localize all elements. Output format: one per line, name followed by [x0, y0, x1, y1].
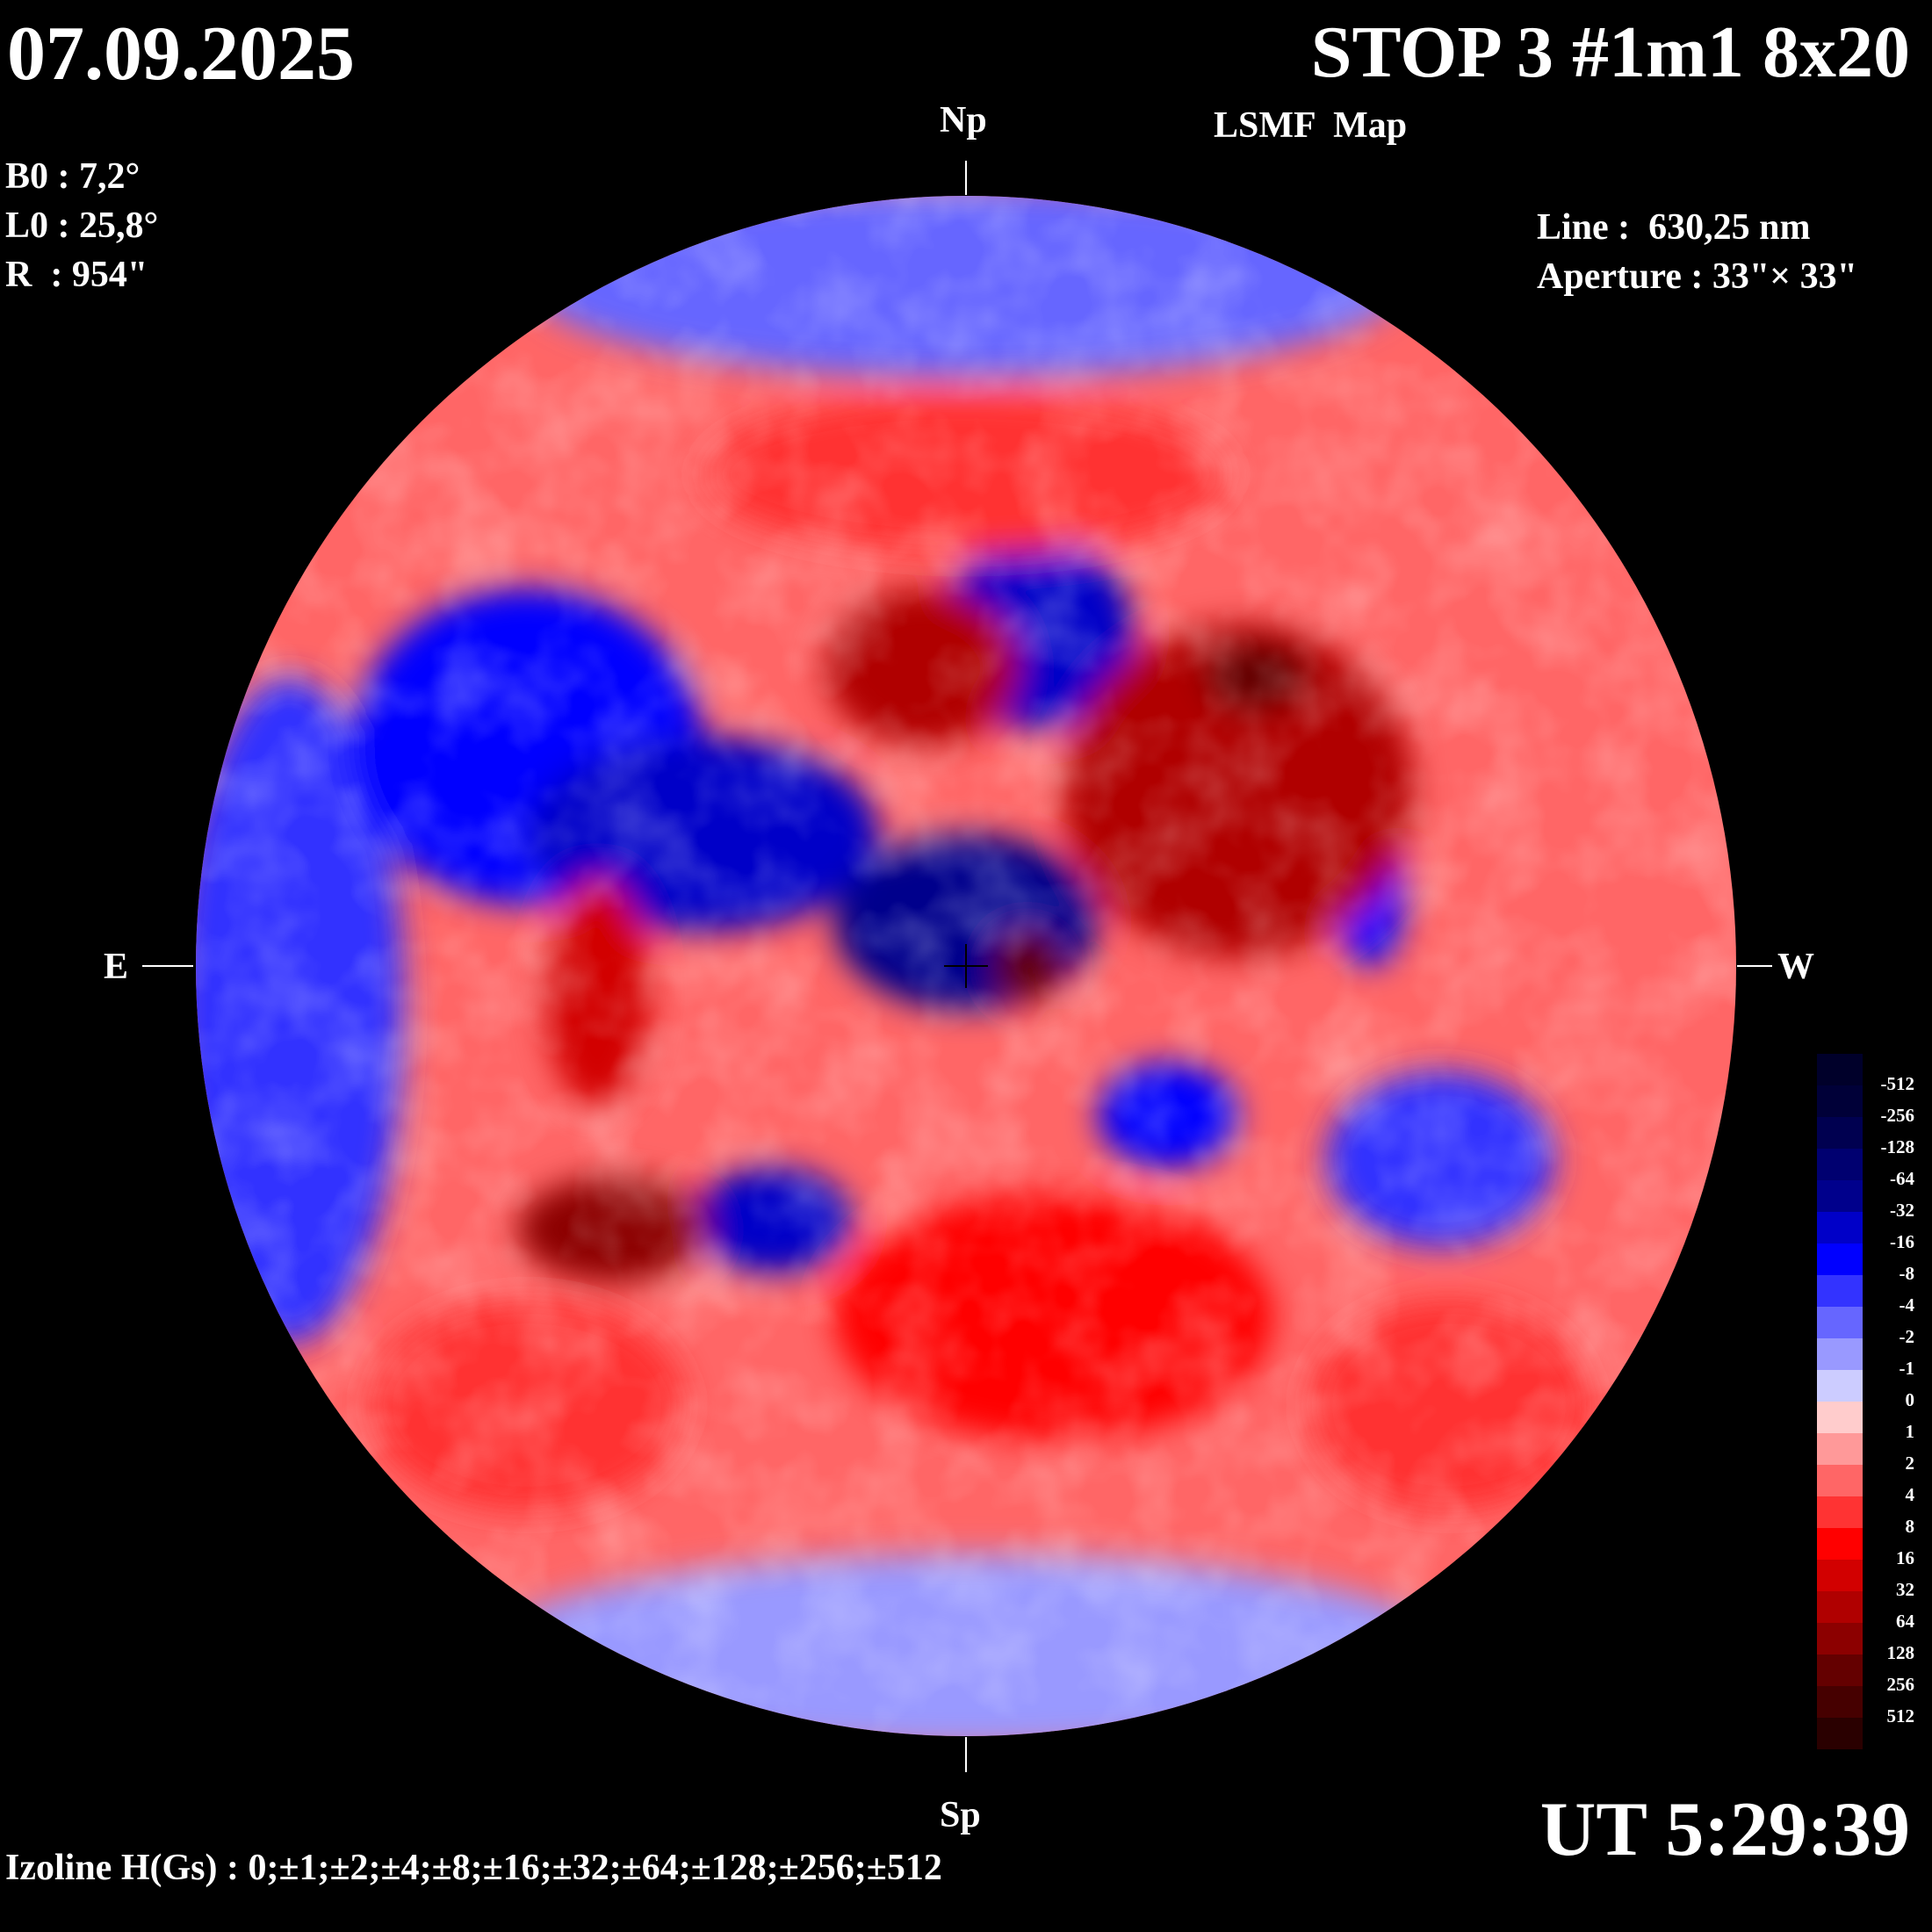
colorbar-label: 0 [1905, 1389, 1915, 1410]
param-l0: L0 : 25,8° [5, 205, 159, 246]
spectral-line: Line : 630,25 nm [1537, 207, 1811, 248]
colorbar-segment [1817, 1528, 1863, 1560]
colorbar-label: -4 [1899, 1294, 1915, 1316]
aperture: Aperture : 33"× 33" [1537, 256, 1857, 297]
izoline-levels: Izoline H(Gs) : 0;±1;±2;±4;±8;±16;±32;±6… [5, 1848, 942, 1888]
direction-east: E [104, 947, 129, 987]
colorbar-segment [1817, 1433, 1863, 1465]
colorbar-segment [1817, 1085, 1863, 1117]
colorbar-segment [1817, 1117, 1863, 1149]
direction-north: Np [940, 100, 987, 141]
colorbar-segment [1817, 1180, 1863, 1212]
colorbar-label: 256 [1886, 1674, 1915, 1695]
colorbar-segment [1817, 1623, 1863, 1654]
colorbar-segment [1817, 1718, 1863, 1749]
direction-west: W [1777, 947, 1814, 987]
disk-center-cross [944, 944, 988, 988]
colorbar-label: 4 [1905, 1484, 1915, 1505]
colorbar-label: 64 [1896, 1611, 1914, 1632]
colorbar [1817, 1054, 1863, 1749]
colorbar-label: -16 [1890, 1231, 1914, 1252]
colorbar-label: -256 [1880, 1105, 1915, 1126]
colorbar-label: 32 [1896, 1579, 1914, 1600]
colorbar-segment [1817, 1402, 1863, 1433]
colorbar-label: -512 [1880, 1073, 1915, 1094]
colorbar-segment [1817, 1275, 1863, 1307]
direction-south: Sp [940, 1795, 981, 1835]
map-subtitle: LSMF Map [1214, 105, 1408, 146]
colorbar-segment [1817, 1654, 1863, 1686]
colorbar-segment [1817, 1307, 1863, 1338]
colorbar-segment [1817, 1686, 1863, 1718]
colorbar-segment [1817, 1465, 1863, 1496]
colorbar-label: -8 [1899, 1263, 1915, 1284]
colorbar-segment [1817, 1591, 1863, 1623]
colorbar-label: 512 [1886, 1705, 1915, 1727]
colorbar-segment [1817, 1560, 1863, 1591]
colorbar-segment [1817, 1212, 1863, 1244]
colorbar-label: 8 [1905, 1516, 1915, 1537]
colorbar-label: 2 [1905, 1453, 1915, 1474]
colorbar-label: -2 [1899, 1326, 1915, 1347]
colorbar-segment [1817, 1149, 1863, 1180]
param-b0: B0 : 7,2° [5, 156, 141, 197]
param-r: R : 954" [5, 255, 148, 295]
colorbar-label: 128 [1886, 1642, 1915, 1663]
colorbar-label: 1 [1905, 1421, 1915, 1442]
colorbar-segment [1817, 1338, 1863, 1370]
colorbar-label: -32 [1890, 1200, 1914, 1221]
colorbar-label: -64 [1890, 1168, 1914, 1189]
universal-time: UT 5:29:39 [1539, 1787, 1910, 1872]
colorbar-segment [1817, 1496, 1863, 1528]
observation-date: 07.09.2025 [7, 11, 355, 97]
colorbar-segment [1817, 1054, 1863, 1085]
colorbar-segment [1817, 1244, 1863, 1275]
axis-ticks [142, 161, 1772, 1772]
colorbar-label: -128 [1880, 1136, 1915, 1157]
colorbar-segment [1817, 1370, 1863, 1402]
map-title: STOP 3 #1m1 8x20 [1310, 11, 1910, 93]
colorbar-label: 16 [1896, 1547, 1914, 1568]
colorbar-label: -1 [1899, 1358, 1915, 1379]
